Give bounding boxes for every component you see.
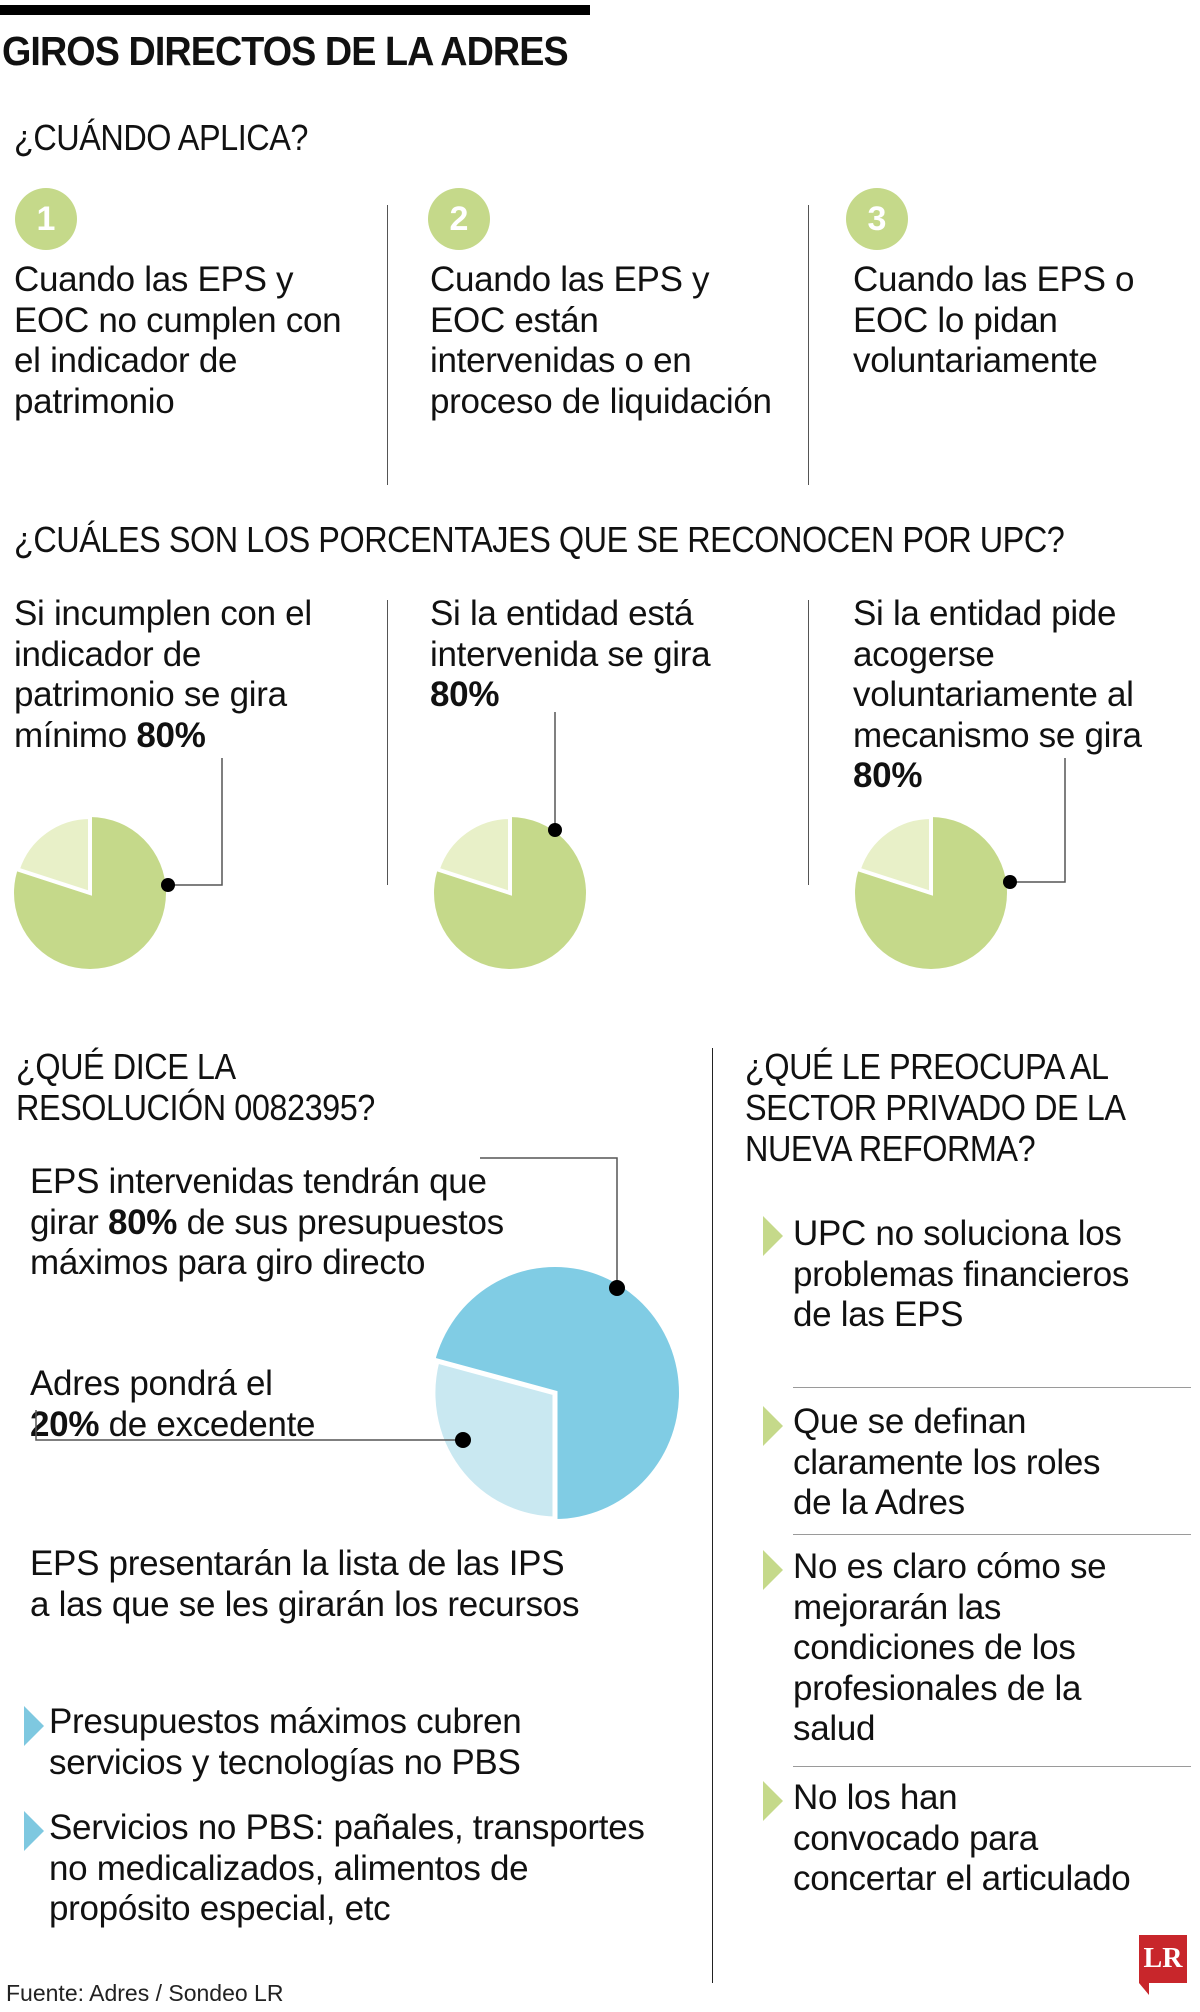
resolution-bullet-2: Servicios no PBS: pañales, transportes n… (49, 1808, 645, 1928)
page-title: GIROS DIRECTOS DE LA ADRES (2, 28, 569, 74)
step-3-text: Cuando las EPS o EOC lo pidan voluntaria… (853, 260, 1135, 380)
pct-3-label: Si la entidad pide acogerse voluntariame… (853, 594, 1142, 755)
bullet-arrow-icon (763, 1216, 783, 1256)
bullet-arrow-icon (763, 1406, 783, 1446)
concern-1: UPC no soluciona los problemas financier… (793, 1214, 1130, 1334)
resolution-heading: ¿QUÉ DICE LA RESOLUCIÓN 0082395? (16, 1046, 375, 1128)
note-2-value: 20% (30, 1404, 100, 1444)
leader-dot (548, 823, 562, 837)
pct-2-label: Si la entidad está intervenida se gira (430, 594, 711, 674)
resolution-heading-line1: ¿QUÉ DICE LA (16, 1046, 236, 1087)
bullet-arrow-icon (763, 1781, 783, 1821)
note-1-post: de sus presupuestos máximos para giro di… (30, 1202, 504, 1283)
step-1-text: Cuando las EPS y EOC no cumplen con el i… (14, 260, 342, 421)
bullet-arrow-icon (763, 1550, 783, 1590)
blue-pie-area (35, 1157, 679, 1520)
pct-2-value: 80% (430, 675, 500, 714)
lr-logo-tail (1139, 1983, 1149, 1995)
pie-chart-3 (855, 814, 1007, 969)
leader-dot (1003, 875, 1017, 889)
separator (793, 1534, 1191, 1535)
resolution-note-2: Adres pondrá el 20% de excedente (30, 1364, 360, 1445)
note-2-post: de excedente (108, 1404, 316, 1444)
divider (387, 205, 388, 485)
lr-logo: LR (1139, 1935, 1187, 1983)
resolution-note-3: EPS presentarán la lista de las IPS a la… (30, 1544, 580, 1624)
bullet-arrow-icon (24, 1706, 44, 1746)
step-3-badge: 3 (846, 188, 908, 250)
leader-dot (455, 1432, 471, 1448)
step-1-badge: 1 (15, 188, 77, 250)
concern-2: Que se definan claramente los roles de l… (793, 1402, 1101, 1522)
concern-4: No los han convocado para concertar el a… (793, 1778, 1131, 1898)
note-1-value: 80% (107, 1202, 178, 1242)
pie-chart-resolution (430, 1267, 679, 1520)
step-2-text: Cuando las EPS y EOC están intervenidas … (430, 260, 772, 421)
divider (808, 600, 809, 885)
separator (793, 1387, 1191, 1388)
pct-1-text: Si incumplen con el indicador de patrimo… (14, 594, 354, 756)
pct-3-text: Si la entidad pide acogerse voluntariame… (853, 594, 1173, 797)
pct-1-label: Si incumplen con el indicador de patrimo… (14, 594, 312, 755)
note-1-pre: EPS intervenidas tendrán que girar (30, 1162, 487, 1242)
note-2-pre: Adres pondrá el (30, 1364, 273, 1403)
pie-chart-2 (434, 814, 586, 969)
concerns-heading-line1: ¿QUÉ LE PREOCUPA AL (745, 1046, 1109, 1087)
divider (387, 600, 388, 885)
pie-chart-1 (14, 814, 166, 969)
top-rule (0, 5, 590, 15)
resolution-heading-line2: RESOLUCIÓN 0082395? (16, 1087, 375, 1128)
section-when-heading: ¿CUÁNDO APLICA? (14, 117, 308, 158)
resolution-bullet-1: Presupuestos máximos cubren servicios y … (49, 1702, 522, 1782)
concern-3: No es claro cómo se mejorarán las condic… (793, 1547, 1107, 1748)
concerns-heading: ¿QUÉ LE PREOCUPA AL SECTOR PRIVADO DE LA… (745, 1046, 1126, 1169)
source-note: Fuente: Adres / Sondeo LR (6, 1980, 284, 2006)
resolution-note-1: EPS intervenidas tendrán que girar 80% d… (30, 1162, 540, 1284)
pct-1-value: 80% (136, 715, 206, 755)
separator (793, 1766, 1191, 1767)
leader-dot (609, 1280, 625, 1296)
bullet-arrow-icon (24, 1811, 44, 1851)
concerns-heading-line2: SECTOR PRIVADO DE LA (745, 1087, 1126, 1128)
divider (808, 205, 809, 485)
section-pct-heading: ¿CUÁLES SON LOS PORCENTAJES QUE SE RECON… (14, 519, 1065, 560)
green-pies (14, 712, 1066, 969)
divider (712, 1048, 713, 1983)
step-2-badge: 2 (428, 188, 490, 250)
pct-2-text: Si la entidad está intervenida se gira 8… (430, 594, 720, 716)
pct-3-value: 80% (853, 756, 923, 795)
leader-dot (161, 878, 175, 892)
concerns-heading-line3: NUEVA REFORMA? (745, 1128, 1036, 1169)
